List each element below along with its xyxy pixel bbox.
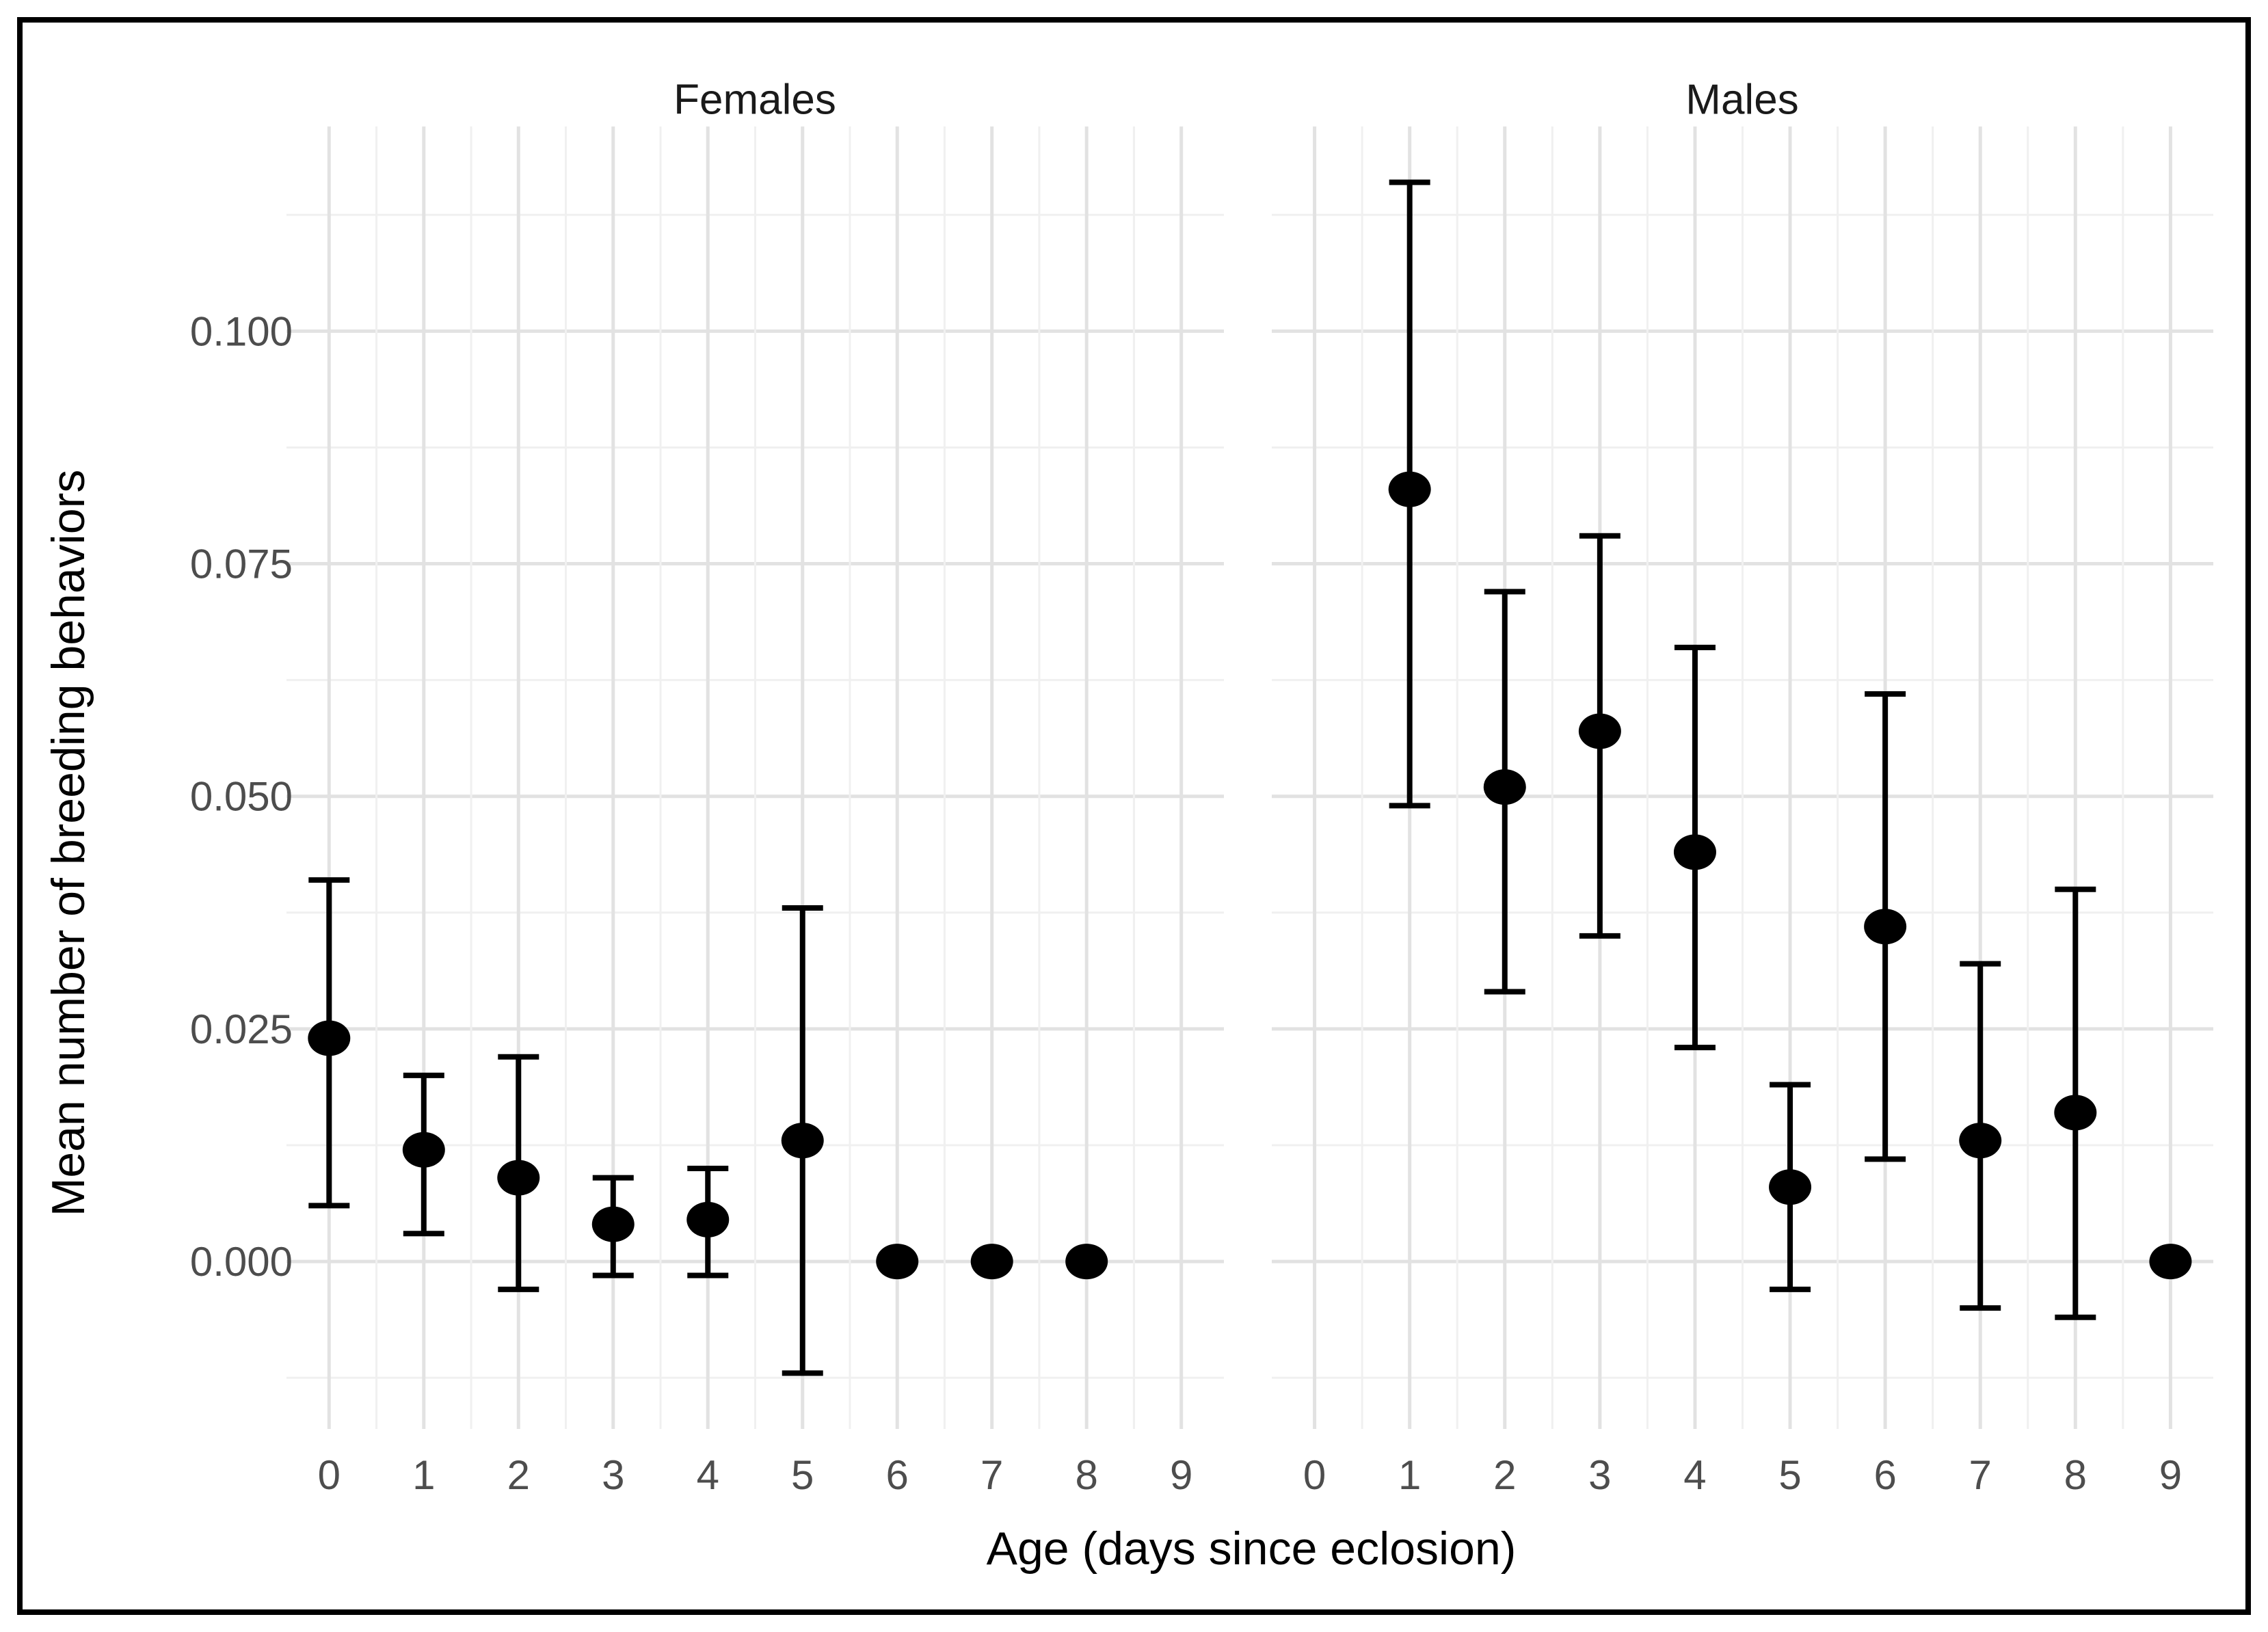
y-tick-label: 0.025 [190, 1006, 293, 1052]
x-tick-label: 9 [1170, 1452, 1192, 1498]
x-tick-label: 4 [697, 1452, 719, 1498]
data-point-males-age-1 [1388, 471, 1431, 507]
x-tick-label: 0 [318, 1452, 341, 1498]
x-tick-label: 1 [412, 1452, 435, 1498]
y-axis-title: Mean number of breeding behaviors [42, 469, 94, 1217]
data-point-females-age-3 [591, 1206, 635, 1242]
data-point-females-age-6 [876, 1244, 919, 1280]
x-tick-label: 5 [1778, 1452, 1801, 1498]
x-tick-label: 6 [1873, 1452, 1896, 1498]
y-tick-label: 0.075 [190, 541, 293, 587]
data-point-females-age-7 [970, 1244, 1013, 1280]
x-tick-label: 2 [507, 1452, 530, 1498]
data-point-females-age-5 [781, 1123, 824, 1159]
x-tick-label: 7 [980, 1452, 1003, 1498]
x-tick-label: 3 [602, 1452, 624, 1498]
data-point-females-age-1 [402, 1132, 445, 1168]
x-tick-label: 3 [1588, 1452, 1611, 1498]
x-tick-label: 9 [2159, 1452, 2182, 1498]
x-tick-label: 0 [1303, 1452, 1326, 1498]
y-tick-label: 0.000 [190, 1239, 293, 1285]
data-point-females-age-2 [497, 1160, 540, 1196]
x-axis-title: Age (days since eclosion) [986, 1523, 1517, 1575]
x-tick-label: 7 [1969, 1452, 1992, 1498]
data-point-males-age-3 [1578, 713, 1621, 749]
data-point-males-age-9 [2149, 1244, 2192, 1280]
data-point-females-age-4 [686, 1201, 730, 1238]
x-tick-label: 5 [791, 1452, 814, 1498]
x-tick-label: 8 [1076, 1452, 1098, 1498]
y-tick-label: 0.050 [190, 774, 293, 820]
x-tick-label: 1 [1398, 1452, 1421, 1498]
x-tick-label: 6 [886, 1452, 909, 1498]
x-tick-label: 2 [1493, 1452, 1516, 1498]
facet-title-males: Males [1685, 76, 1799, 124]
x-tick-label: 4 [1683, 1452, 1706, 1498]
data-point-males-age-7 [1959, 1123, 2002, 1159]
facet-title-females: Females [673, 76, 836, 124]
data-point-males-age-6 [1864, 909, 1907, 945]
data-point-females-age-8 [1065, 1244, 1108, 1280]
data-point-males-age-4 [1673, 834, 1716, 870]
data-point-males-age-5 [1769, 1169, 1812, 1205]
data-point-females-age-0 [308, 1020, 351, 1056]
data-point-males-age-8 [2054, 1095, 2097, 1131]
data-point-males-age-2 [1483, 769, 1526, 805]
y-tick-label: 0.100 [190, 308, 293, 354]
x-tick-label: 8 [2064, 1452, 2087, 1498]
